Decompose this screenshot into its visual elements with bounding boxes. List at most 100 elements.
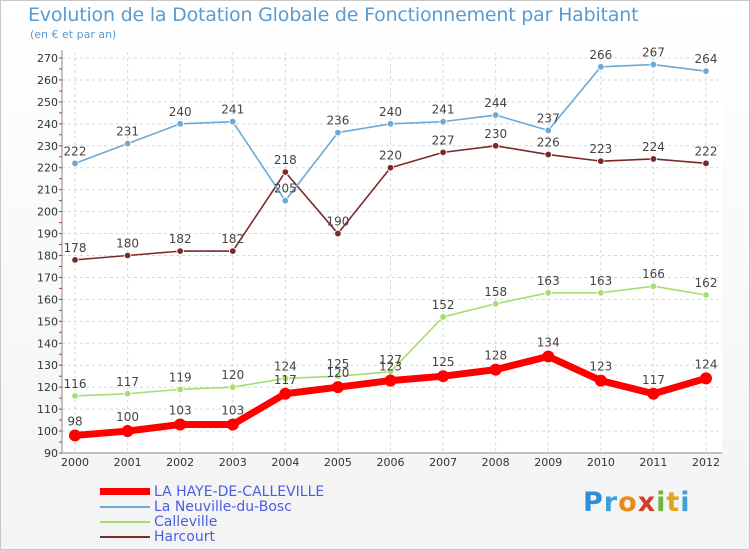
data-point bbox=[281, 168, 290, 176]
data-label: 223 bbox=[589, 142, 612, 156]
x-tick-label: 2007 bbox=[429, 456, 457, 469]
data-point bbox=[71, 159, 79, 168]
data-point bbox=[700, 372, 712, 385]
data-point bbox=[71, 392, 79, 400]
data-label: 120 bbox=[326, 366, 349, 380]
data-label: 182 bbox=[221, 232, 244, 246]
data-label: 237 bbox=[537, 111, 560, 125]
proxiti-logo: Proxiti bbox=[583, 487, 691, 518]
data-label: 100 bbox=[116, 410, 139, 424]
y-tick-label: 90 bbox=[44, 447, 58, 460]
x-tick-label: 2009 bbox=[534, 456, 562, 469]
data-label: 163 bbox=[537, 274, 560, 288]
data-point bbox=[121, 425, 134, 438]
legend-swatch bbox=[100, 505, 150, 508]
data-label: 180 bbox=[116, 237, 139, 251]
data-point bbox=[176, 385, 184, 394]
data-point bbox=[386, 120, 395, 128]
data-label: 240 bbox=[379, 105, 402, 119]
data-point bbox=[176, 120, 184, 128]
data-label: 264 bbox=[695, 52, 718, 66]
data-point bbox=[69, 429, 81, 442]
data-point bbox=[597, 289, 605, 297]
data-point bbox=[702, 67, 710, 75]
data-label: 123 bbox=[379, 360, 402, 374]
data-point bbox=[439, 148, 447, 157]
data-label: 182 bbox=[169, 232, 192, 246]
data-point bbox=[542, 350, 555, 363]
data-label: 236 bbox=[326, 114, 349, 128]
data-point bbox=[439, 313, 447, 321]
legend-label: Calleville bbox=[154, 513, 218, 530]
legend-swatch bbox=[100, 535, 150, 538]
y-tick-label: 170 bbox=[37, 271, 58, 284]
y-tick-label: 100 bbox=[37, 425, 58, 438]
data-label: 124 bbox=[695, 357, 718, 371]
data-label: 117 bbox=[642, 373, 665, 387]
data-label: 231 bbox=[116, 125, 139, 139]
logo-letter: i bbox=[656, 487, 667, 518]
y-tick-label: 190 bbox=[37, 228, 58, 241]
data-label: 267 bbox=[642, 46, 665, 60]
data-point bbox=[123, 139, 132, 148]
data-point bbox=[71, 256, 79, 264]
x-tick-label: 2010 bbox=[587, 456, 615, 469]
y-tick-label: 150 bbox=[37, 315, 58, 328]
data-label: 190 bbox=[326, 215, 349, 229]
y-tick-label: 200 bbox=[37, 206, 58, 219]
y-tick-label: 270 bbox=[37, 52, 58, 65]
data-label: 117 bbox=[116, 375, 139, 389]
logo-letter: i bbox=[680, 487, 691, 518]
data-label: 266 bbox=[589, 48, 612, 62]
data-point bbox=[123, 390, 132, 398]
data-point bbox=[544, 150, 552, 159]
data-label: 218 bbox=[274, 153, 297, 167]
data-point bbox=[489, 363, 502, 376]
legend-item: Calleville bbox=[100, 513, 324, 530]
logo-letter: o bbox=[618, 487, 638, 518]
chart-title: Evolution de la Dotation Globale de Fonc… bbox=[28, 4, 639, 26]
y-tick-label: 160 bbox=[37, 293, 58, 306]
y-tick-label: 180 bbox=[37, 250, 58, 263]
y-tick-label: 140 bbox=[37, 337, 58, 350]
x-tick-label: 2004 bbox=[271, 456, 299, 469]
y-tick-label: 240 bbox=[37, 118, 58, 131]
data-point bbox=[597, 63, 605, 71]
data-point bbox=[281, 374, 290, 383]
data-label: 125 bbox=[326, 357, 349, 371]
x-tick-label: 2011 bbox=[639, 456, 667, 469]
y-tick-label: 230 bbox=[37, 140, 58, 153]
data-point bbox=[649, 155, 658, 163]
chart-subtitle: (en € et par an) bbox=[30, 28, 117, 41]
data-point bbox=[647, 387, 660, 400]
data-point bbox=[702, 291, 710, 299]
data-point bbox=[281, 196, 290, 205]
data-point bbox=[331, 381, 344, 394]
data-point bbox=[229, 117, 237, 126]
data-point bbox=[229, 383, 237, 391]
x-tick-label: 2005 bbox=[324, 456, 352, 469]
data-point bbox=[649, 282, 658, 290]
logo-letter: t bbox=[666, 487, 681, 518]
data-label: 158 bbox=[484, 285, 507, 299]
data-label: 224 bbox=[642, 140, 665, 154]
x-tick-label: 2000 bbox=[61, 456, 89, 469]
data-label: 134 bbox=[537, 335, 560, 349]
data-point bbox=[597, 157, 605, 165]
legend-label: La Neuville-du-Bosc bbox=[154, 498, 292, 515]
data-label: 120 bbox=[221, 368, 244, 382]
legend-swatch bbox=[100, 488, 150, 495]
data-label: 241 bbox=[221, 103, 244, 117]
data-point bbox=[649, 60, 658, 69]
x-tick-label: 2012 bbox=[692, 456, 720, 469]
y-tick-label: 120 bbox=[37, 381, 58, 394]
data-point bbox=[594, 374, 607, 387]
data-label: 230 bbox=[484, 127, 507, 141]
data-point bbox=[491, 111, 500, 119]
data-point bbox=[334, 372, 342, 380]
data-label: 163 bbox=[589, 274, 612, 288]
data-label: 227 bbox=[432, 133, 455, 147]
data-point bbox=[174, 418, 187, 431]
data-label: 152 bbox=[432, 298, 455, 312]
x-tick-label: 2001 bbox=[114, 456, 142, 469]
